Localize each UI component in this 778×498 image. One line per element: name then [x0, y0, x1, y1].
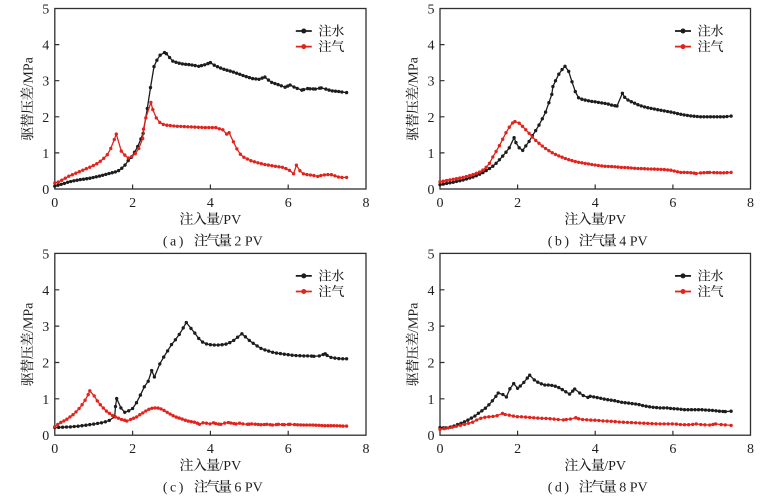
svg-text:6 PV: 6 PV [234, 481, 262, 496]
svg-text:3: 3 [42, 320, 49, 335]
svg-text:1: 1 [42, 393, 49, 408]
svg-text:6: 6 [669, 442, 676, 457]
svg-text:/PV: /PV [219, 459, 241, 474]
svg-text:2: 2 [42, 111, 49, 126]
svg-text:/MPa: /MPa [407, 302, 422, 333]
svg-text:6: 6 [669, 196, 676, 211]
svg-text:4: 4 [428, 284, 435, 299]
svg-text:(c): (c) [163, 481, 186, 496]
svg-text:2: 2 [129, 196, 136, 211]
svg-text:4: 4 [42, 284, 49, 299]
svg-text:2: 2 [514, 196, 521, 211]
svg-text:1: 1 [428, 393, 435, 408]
svg-text:2 PV: 2 PV [234, 234, 262, 249]
svg-text:8: 8 [363, 196, 370, 211]
svg-text:2: 2 [129, 442, 136, 457]
svg-text:0: 0 [428, 183, 435, 198]
svg-text:/MPa: /MPa [407, 56, 422, 87]
svg-text:4: 4 [592, 196, 599, 211]
svg-text:/MPa: /MPa [21, 302, 36, 333]
svg-text:(b): (b) [548, 234, 572, 249]
svg-text:4: 4 [428, 39, 435, 54]
svg-text:0: 0 [437, 196, 444, 211]
svg-text:8: 8 [747, 442, 754, 457]
svg-text:5: 5 [42, 247, 49, 262]
svg-text:0: 0 [428, 429, 435, 444]
svg-text:5: 5 [428, 247, 435, 262]
svg-text:1: 1 [428, 147, 435, 162]
svg-text:0: 0 [42, 429, 49, 444]
svg-text:/PV: /PV [604, 459, 626, 474]
svg-text:2: 2 [428, 357, 435, 372]
svg-text:8: 8 [747, 196, 754, 211]
svg-text:/PV: /PV [219, 213, 241, 228]
svg-text:4: 4 [207, 196, 214, 211]
svg-text:5: 5 [428, 3, 435, 18]
svg-text:/PV: /PV [604, 213, 626, 228]
svg-text:4: 4 [592, 442, 599, 457]
svg-text:0: 0 [51, 196, 58, 211]
svg-text:8: 8 [363, 442, 370, 457]
svg-text:3: 3 [428, 320, 435, 335]
svg-text:2: 2 [514, 442, 521, 457]
svg-text:4: 4 [207, 442, 214, 457]
svg-text:1: 1 [42, 147, 49, 162]
svg-text:(d): (d) [548, 481, 572, 496]
svg-text:0: 0 [51, 442, 58, 457]
svg-text:6: 6 [285, 442, 292, 457]
svg-text:0: 0 [437, 442, 444, 457]
svg-text:4 PV: 4 PV [619, 234, 647, 249]
svg-text:5: 5 [42, 3, 49, 18]
svg-text:2: 2 [42, 357, 49, 372]
svg-text:(a): (a) [163, 234, 186, 249]
svg-text:3: 3 [42, 75, 49, 90]
svg-text:2: 2 [428, 111, 435, 126]
svg-text:4: 4 [42, 39, 49, 54]
svg-text:/MPa: /MPa [21, 56, 36, 87]
svg-text:0: 0 [42, 183, 49, 198]
svg-text:8 PV: 8 PV [619, 481, 647, 496]
svg-text:6: 6 [285, 196, 292, 211]
svg-text:3: 3 [428, 75, 435, 90]
